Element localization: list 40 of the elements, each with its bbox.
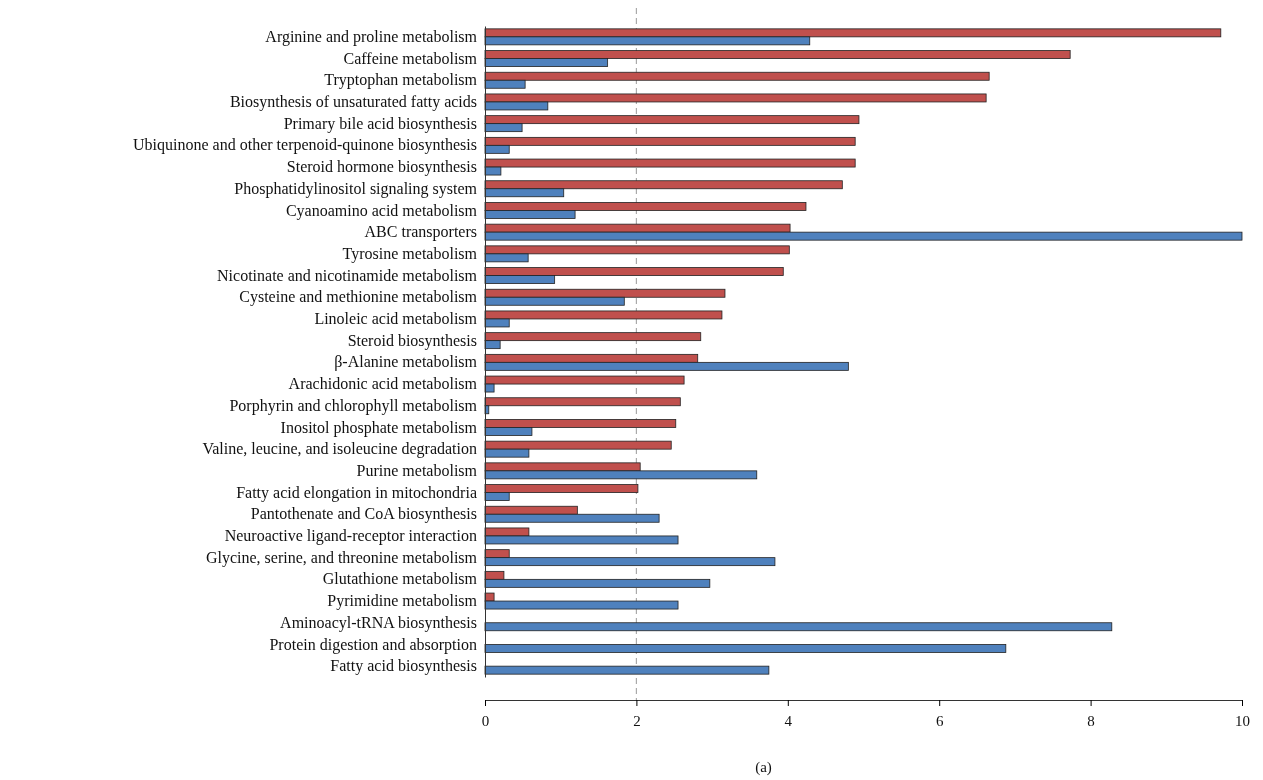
y-tick-label: Neuroactive ligand-receptor interaction: [224, 527, 477, 546]
bar: [484, 644, 1007, 653]
x-tick-label: 10: [1235, 712, 1250, 729]
y-tick-label: Biosynthesis of unsaturated fatty acids: [229, 93, 477, 112]
y-tick-label: Fatty acid biosynthesis: [330, 657, 477, 676]
y-tick-label: Caffeine metabolism: [343, 49, 478, 67]
x-tick-label: 4: [784, 712, 793, 729]
y-tick-label: Primary bile acid biosynthesis: [283, 114, 477, 133]
y-tick-label: Glutathione metabolism: [322, 570, 478, 588]
y-tick-label: Inositol phosphate metabolism: [280, 418, 478, 437]
text: (a): [755, 759, 772, 776]
y-tick-label: Arachidonic acid metabolism: [288, 375, 478, 393]
x-tick-label: 2: [633, 712, 641, 729]
y-tick-label: Ubiquinone and other terpenoid-quinone biosynthesis: [133, 136, 477, 155]
y-tick-label: ABC transporters: [364, 223, 477, 242]
x-tick-label: 6: [935, 712, 944, 729]
y-tick-label: Porphyrin and chlorophyll metabolism: [229, 396, 478, 415]
y-tick-label: Steroid biosynthesis: [347, 331, 477, 350]
x-tick-label: 0: [481, 712, 490, 729]
y-tick-label: Aminoacyl-tRNA biosynthesis: [280, 613, 477, 632]
x-tick-label: 8: [1087, 712, 1095, 729]
y-tick-label: Nicotinate and nicotinamide metabolism: [217, 266, 478, 284]
y-tick-label: Protein digestion and absorption: [269, 635, 477, 654]
y-tick-label: Purine metabolism: [356, 461, 478, 479]
y-tick-label: Steroid hormone biosynthesis: [286, 158, 477, 177]
y-tick-label: Tryptophan metabolism: [324, 71, 478, 90]
y-tick-label: Pantothenate and CoA biosynthesis: [250, 505, 477, 524]
bar: [484, 622, 1113, 632]
y-tick-label: Cyanoamino acid metabolism: [285, 201, 478, 220]
y-tick-label: Pyrimidine metabolism: [327, 592, 478, 611]
y-tick-label: Tyrosine metabolism: [342, 244, 478, 263]
y-tick-label: Cysteine and methionine metabolism: [239, 288, 478, 307]
y-tick-label: Glycine, serine, and threonine metabolism: [205, 548, 478, 567]
bar: [484, 665, 770, 675]
y-tick-label: Fatty acid elongation in mitochondria: [236, 483, 477, 502]
y-tick-label: Linoleic acid metabolism: [314, 310, 478, 328]
y-tick-label: Arginine and proline metabolism: [265, 27, 478, 46]
y-tick-label: β-Alanine metabolism: [334, 353, 478, 372]
y-tick-label: Phosphatidylinositol signaling system: [234, 179, 478, 198]
y-tick-label: Valine, leucine, and isoleucine degradation: [202, 440, 477, 459]
